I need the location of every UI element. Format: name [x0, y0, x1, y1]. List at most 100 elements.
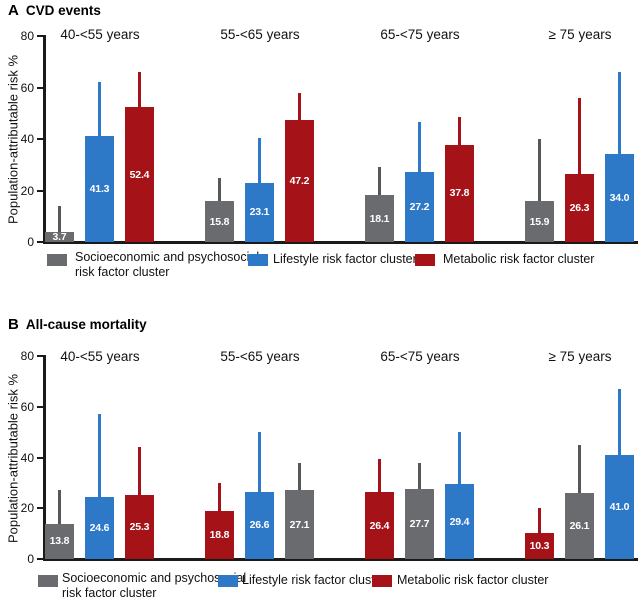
bar-lifestyle	[85, 135, 114, 242]
error-bar-lifestyle	[258, 432, 261, 492]
error-bar-socioeconomic	[538, 139, 541, 202]
bar-value-label: 26.4	[369, 519, 390, 532]
y-tick-label: 20	[20, 183, 34, 198]
bar-metabolic	[445, 144, 474, 242]
error-bar-metabolic	[298, 92, 301, 121]
y-tick-label: 20	[20, 501, 34, 516]
error-bar-lifestyle	[618, 72, 621, 155]
error-bar-socioeconomic	[298, 462, 301, 491]
bar-metabolic	[525, 532, 554, 559]
panel-a-letter: A	[8, 2, 19, 19]
bar-socioeconomic	[565, 492, 594, 559]
bar-value-label: 27.2	[409, 200, 430, 213]
legend-label-lifestyle: Lifestyle risk factor cluster	[242, 573, 386, 588]
bar-value-label: 26.6	[249, 519, 270, 532]
legend-label-line: risk factor cluster	[62, 586, 157, 598]
bar-value-label: 18.1	[369, 212, 390, 225]
bar-value-label: 27.1	[289, 518, 310, 531]
bar-metabolic	[565, 174, 594, 242]
bar-lifestyle	[605, 454, 634, 559]
y-tick-label: 60	[20, 80, 34, 95]
y-axis	[43, 355, 46, 560]
bar-value-label: 10.3	[529, 539, 550, 552]
legend-label-line: Lifestyle risk factor cluster	[242, 573, 386, 587]
bar-socioeconomic	[365, 195, 394, 242]
bar-metabolic	[125, 494, 154, 559]
bar-value-label: 41.3	[89, 182, 110, 195]
panel-b-title-text: All-cause mortality	[25, 317, 147, 332]
bar-value-label: 24.6	[89, 521, 110, 534]
error-bar-socioeconomic	[218, 177, 221, 202]
bar-socioeconomic	[205, 201, 234, 242]
error-bar-metabolic	[458, 117, 461, 145]
error-bar-lifestyle	[458, 432, 461, 485]
y-tick	[37, 189, 43, 192]
y-tick	[37, 405, 43, 408]
y-tick	[37, 86, 43, 89]
y-tick	[37, 138, 43, 140]
bar-value-label: 47.2	[289, 175, 310, 188]
bar-socioeconomic	[285, 490, 314, 559]
bar-lifestyle	[405, 171, 434, 242]
bar-value-label: 3.7	[52, 231, 67, 244]
bar-lifestyle	[85, 496, 114, 559]
bar-lifestyle	[245, 491, 274, 559]
age-group-label: 40-<55 years	[60, 27, 140, 42]
age-group-label: ≥ 75 years	[548, 349, 612, 364]
bar-value-label: 26.3	[569, 202, 590, 215]
error-bar-socioeconomic	[378, 167, 381, 196]
y-tick-label: 80	[20, 29, 34, 43]
y-tick	[37, 558, 43, 560]
y-tick-label: 0	[27, 235, 34, 249]
error-bar-lifestyle	[258, 137, 261, 183]
legend-label-socioeconomic: Socioeconomic and psychosocial risk facto…	[75, 250, 259, 280]
bar-value-label: 23.1	[249, 206, 270, 219]
error-bar-lifestyle	[618, 388, 621, 455]
legend-swatch-socioeconomic	[47, 254, 67, 266]
bar-value-label: 29.4	[449, 515, 470, 528]
bar-value-label: 27.7	[409, 517, 430, 530]
bar-metabolic	[205, 511, 234, 559]
age-group-label: 40-<55 years	[60, 349, 140, 364]
error-bar-socioeconomic	[58, 490, 61, 524]
bar-value-label: 15.8	[209, 215, 230, 228]
bar-socioeconomic	[45, 523, 74, 559]
y-tick-label: 60	[20, 399, 34, 414]
error-bar-metabolic	[578, 97, 581, 175]
bar-lifestyle	[245, 182, 274, 242]
error-bar-metabolic	[138, 447, 141, 495]
bar-value-label: 26.1	[569, 519, 590, 532]
bar-value-label: 37.8	[449, 187, 470, 200]
panel-a-title: A CVD events	[8, 2, 101, 19]
legend-label-metabolic: Metabolic risk factor cluster	[443, 252, 594, 267]
y-tick	[37, 35, 43, 37]
bar-socioeconomic	[405, 488, 434, 559]
y-tick	[37, 456, 43, 459]
y-tick-label: 40	[20, 132, 34, 146]
y-tick	[37, 241, 43, 243]
error-bar-metabolic	[138, 72, 141, 108]
legend-label-socioeconomic: Socioeconomic and psychosocial risk facto…	[62, 571, 246, 598]
y-tick	[37, 507, 43, 510]
bar-value-label: 41.0	[609, 500, 630, 513]
bar-lifestyle	[605, 154, 634, 242]
age-group-label: 55-<65 years	[220, 349, 300, 364]
legend-swatch-metabolic	[372, 575, 392, 587]
bar-socioeconomic	[525, 201, 554, 242]
y-axis	[43, 35, 46, 243]
age-group-label: 65-<75 years	[380, 27, 460, 42]
x-axis	[43, 241, 638, 244]
legend-swatch-lifestyle	[218, 575, 238, 587]
bar-value-label: 25.3	[129, 520, 150, 533]
error-bar-lifestyle	[98, 82, 101, 136]
bar-value-label: 13.8	[49, 535, 70, 548]
age-group-label: 65-<75 years	[380, 349, 460, 364]
legend-label-line: Metabolic risk factor cluster	[443, 252, 595, 266]
panel-a-title-text: CVD events	[25, 3, 101, 18]
age-group-label: ≥ 75 years	[548, 27, 612, 42]
error-bar-lifestyle	[418, 122, 421, 172]
bar-socioeconomic	[45, 232, 74, 242]
y-tick-label: 0	[27, 552, 34, 566]
bar-value-label: 52.4	[129, 168, 150, 181]
